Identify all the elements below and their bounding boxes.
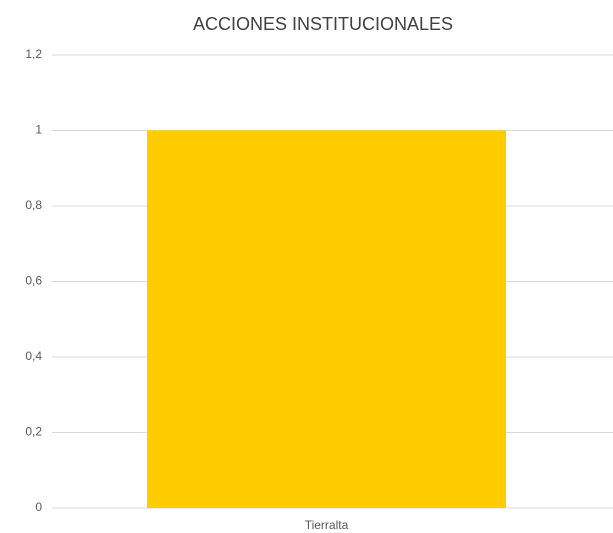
y-tick-label: 0: [35, 500, 42, 514]
y-tick-label: 0,8: [25, 198, 42, 212]
y-tick-label: 0,2: [25, 425, 42, 439]
chart-title: ACCIONES INSTITUCIONALES: [193, 14, 453, 34]
x-tick-label: Tierralta: [305, 518, 349, 532]
y-tick-label: 1: [35, 123, 42, 137]
y-tick-label: 1,2: [25, 47, 42, 61]
y-tick-label: 0,4: [25, 349, 42, 363]
y-tick-label: 0,6: [25, 274, 42, 288]
bar: [146, 130, 507, 508]
